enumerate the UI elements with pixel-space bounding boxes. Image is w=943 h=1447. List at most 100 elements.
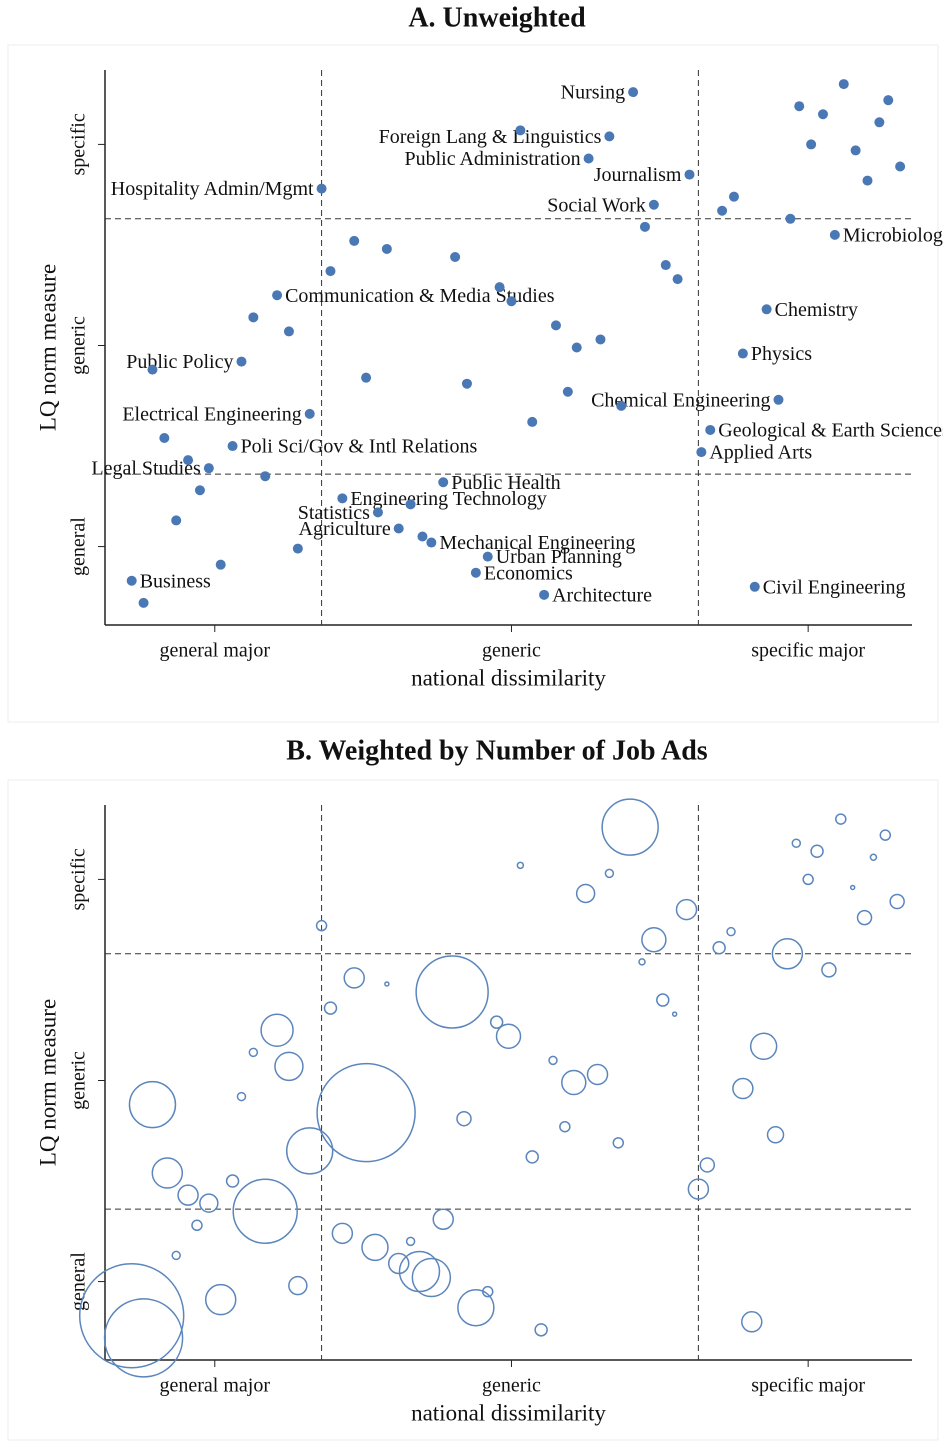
x-tick-label: specific major	[751, 640, 865, 662]
bubble	[675, 898, 698, 921]
point	[349, 235, 360, 246]
bubble	[316, 1062, 416, 1163]
bubble	[856, 909, 873, 926]
point	[372, 507, 383, 518]
bubble	[457, 1288, 495, 1327]
bubble	[835, 813, 847, 825]
bubble	[171, 1250, 181, 1261]
point-label: Public Administration	[404, 148, 580, 170]
bubble	[260, 1013, 294, 1047]
bubble	[456, 1110, 472, 1127]
bubble	[791, 838, 802, 848]
point	[838, 79, 849, 90]
point	[304, 408, 315, 419]
bubble	[516, 861, 525, 870]
point-label: Statistics	[298, 502, 370, 524]
y-axis-title: LQ norm measure	[35, 999, 60, 1166]
point-label: Economics	[484, 562, 573, 584]
bubble	[810, 844, 824, 858]
y-tick-label: generic	[68, 316, 90, 375]
point-label: Nursing	[561, 82, 625, 104]
bubble	[548, 1055, 558, 1066]
point	[470, 567, 481, 578]
point	[604, 131, 615, 142]
point	[405, 499, 416, 510]
point	[316, 183, 327, 194]
point	[628, 87, 639, 98]
bubble	[732, 1077, 754, 1100]
point-label: Hospitality Admin/Mgmt	[111, 178, 314, 200]
point	[126, 575, 137, 586]
bubble	[802, 873, 814, 886]
point	[506, 296, 517, 307]
bubble	[128, 1080, 177, 1129]
point-label: Legal Studies	[91, 458, 201, 480]
point	[539, 589, 550, 600]
bubble	[331, 1222, 354, 1245]
point-label: Journalism	[594, 164, 682, 186]
bubble	[771, 938, 804, 970]
bubble	[343, 967, 365, 989]
point	[138, 597, 149, 608]
point	[773, 394, 784, 405]
point	[794, 101, 805, 112]
bubble	[699, 1157, 716, 1173]
point	[450, 252, 461, 263]
point	[215, 559, 226, 570]
y-tick-label: general	[68, 1252, 90, 1311]
bubble	[889, 893, 905, 910]
bubble	[361, 1233, 389, 1262]
point	[550, 320, 561, 331]
bubble	[849, 884, 856, 891]
y-tick-label: specific	[68, 848, 90, 910]
x-axis-title: national dissimilarity	[411, 665, 606, 690]
y-axis-title: LQ norm measure	[35, 264, 60, 431]
point	[717, 205, 728, 216]
x-tick-label: specific major	[751, 1375, 865, 1397]
bubble	[199, 1193, 219, 1213]
point-label: Physics	[751, 343, 812, 365]
point	[393, 523, 404, 534]
point	[817, 109, 828, 120]
bubble	[248, 1047, 259, 1058]
point-label: Architecture	[552, 584, 652, 606]
bubble	[525, 1150, 539, 1164]
point	[571, 342, 582, 353]
point-label: Poli Sci/Gov & Intl Relations	[241, 436, 478, 458]
point-label: Chemical Engineering	[591, 389, 770, 411]
point-label: Public Health	[451, 472, 560, 494]
bubble	[641, 926, 667, 953]
point-label: Agriculture	[299, 518, 391, 540]
point	[749, 581, 760, 592]
bubble	[274, 1051, 304, 1082]
point	[874, 117, 885, 128]
bubble	[177, 1184, 199, 1206]
bubble	[232, 1178, 298, 1244]
point	[883, 95, 894, 106]
panel-frame	[7, 779, 939, 1441]
bubble	[741, 1311, 763, 1333]
point	[325, 266, 336, 277]
point	[895, 161, 906, 172]
bubble	[387, 1252, 410, 1275]
x-tick-label: generic	[482, 640, 541, 662]
point	[171, 515, 182, 526]
point	[527, 416, 538, 427]
point	[562, 386, 573, 397]
point	[337, 493, 348, 504]
point	[361, 372, 372, 383]
bubble	[315, 919, 328, 932]
bubble	[656, 993, 670, 1007]
point	[147, 364, 158, 375]
bubble	[575, 883, 596, 904]
y-tick-label: general	[68, 517, 90, 576]
bubble	[415, 955, 489, 1029]
bubble	[604, 868, 615, 879]
point	[761, 304, 772, 315]
bubble	[495, 1023, 522, 1049]
bubble	[561, 1069, 587, 1096]
point-label: Business	[140, 570, 211, 592]
point	[417, 531, 428, 542]
bubble	[601, 798, 659, 856]
